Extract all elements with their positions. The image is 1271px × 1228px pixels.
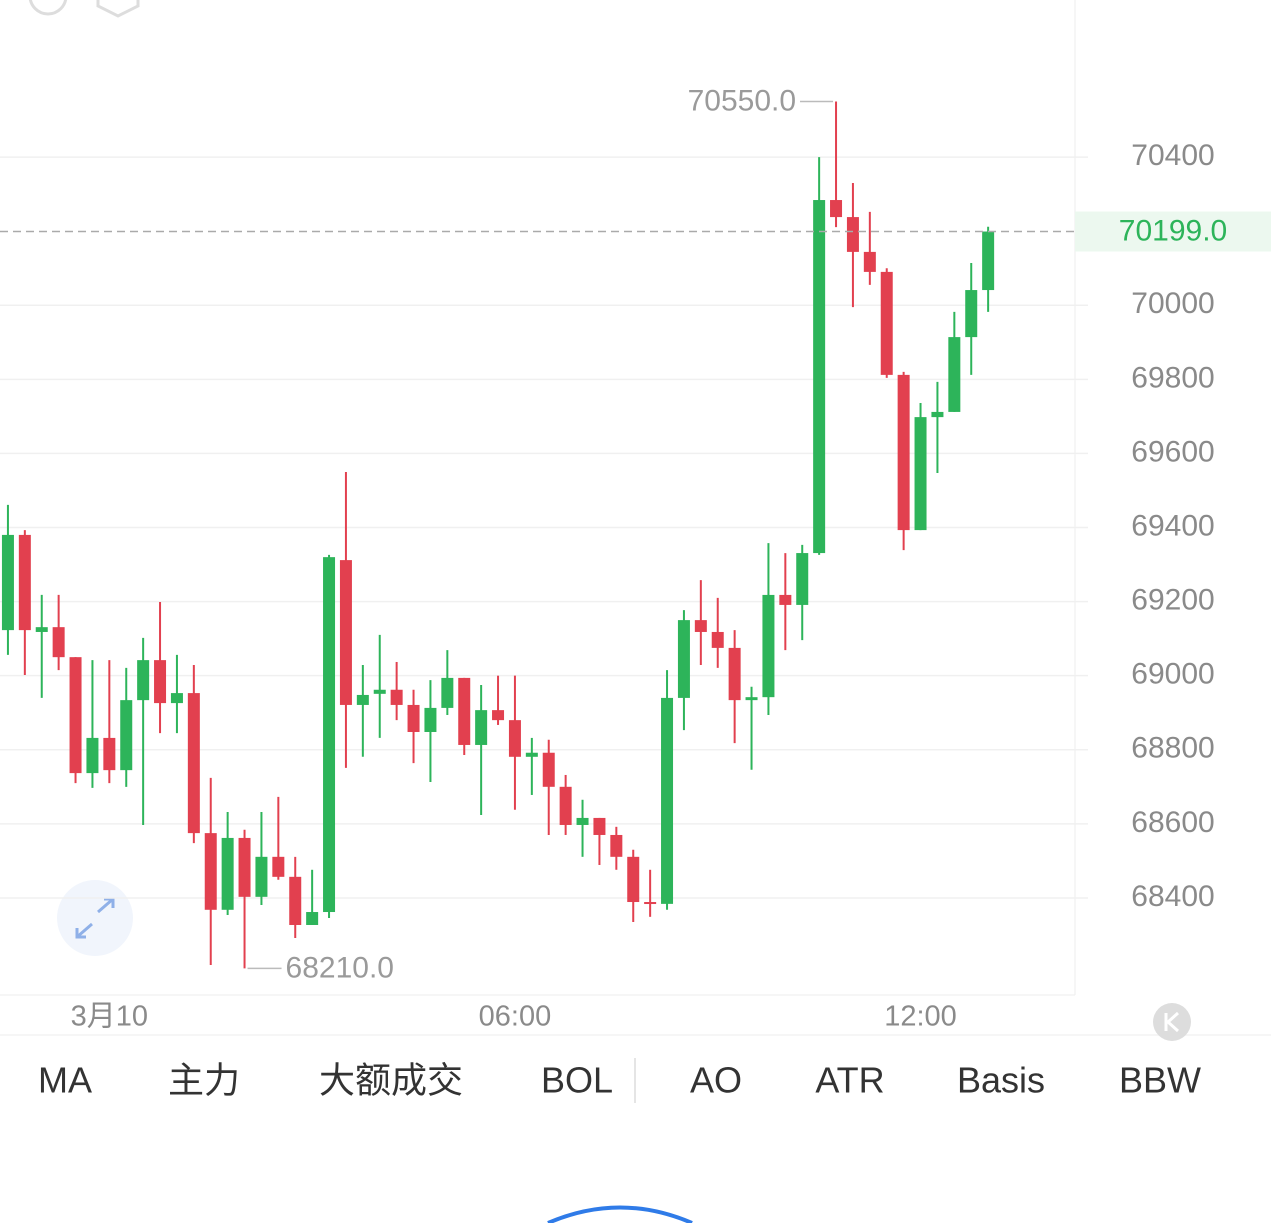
candle-body bbox=[120, 700, 133, 771]
candle-body bbox=[154, 660, 167, 704]
y-tick-label: 68400 bbox=[1131, 880, 1214, 913]
k-icon bbox=[1164, 1011, 1180, 1033]
y-tick-label: 69000 bbox=[1131, 658, 1214, 691]
candle-body bbox=[103, 737, 116, 771]
candle-body bbox=[677, 620, 690, 698]
candle-body bbox=[948, 337, 961, 412]
bottom-button[interactable] bbox=[547, 1205, 693, 1225]
candle-body bbox=[475, 710, 488, 745]
candle-body bbox=[779, 594, 792, 605]
expand-button[interactable] bbox=[57, 880, 133, 956]
candle-body bbox=[255, 856, 268, 897]
x-tick-label: 12:00 bbox=[884, 1001, 957, 1033]
candle-body bbox=[711, 631, 724, 648]
top-icon[interactable] bbox=[28, 0, 68, 16]
candle-body bbox=[830, 200, 843, 218]
candle-body bbox=[661, 697, 674, 904]
candle-body bbox=[762, 594, 775, 698]
settings-icon[interactable] bbox=[96, 0, 140, 18]
candle-body bbox=[187, 693, 200, 834]
candle-body bbox=[897, 374, 910, 531]
candle-body bbox=[931, 411, 944, 418]
candle-body bbox=[272, 856, 285, 877]
candle-body bbox=[204, 833, 217, 910]
candle-body bbox=[492, 710, 505, 721]
indicator-tab[interactable]: AO bbox=[690, 1060, 742, 1101]
candle-body bbox=[86, 737, 99, 774]
candle-body bbox=[306, 912, 319, 925]
candle-body bbox=[576, 817, 589, 825]
indicator-tab[interactable]: MA bbox=[38, 1060, 92, 1101]
k-bg bbox=[1153, 1003, 1191, 1041]
candle-body bbox=[813, 200, 826, 554]
x-tick-label: 3月10 bbox=[71, 1001, 148, 1033]
max-marker-label: 70550.0 bbox=[688, 84, 796, 117]
candle-body bbox=[441, 677, 454, 708]
candle-body bbox=[559, 786, 572, 825]
candle-body bbox=[407, 704, 420, 732]
y-tick-label: 70400 bbox=[1131, 139, 1214, 172]
y-tick-label: 69600 bbox=[1131, 435, 1214, 468]
last-price-tag bbox=[1075, 211, 1271, 252]
expand-bg bbox=[57, 880, 133, 956]
candle-body bbox=[694, 620, 707, 632]
candle-body bbox=[982, 231, 995, 291]
indicator-tab[interactable]: 大额成交 bbox=[319, 1060, 463, 1101]
candle-body bbox=[846, 217, 859, 252]
candle-body bbox=[1, 534, 14, 631]
indicator-tab[interactable]: ATR bbox=[815, 1060, 884, 1101]
candle-body bbox=[35, 627, 48, 632]
candle-body bbox=[965, 290, 978, 338]
candle-body bbox=[356, 694, 369, 705]
candle-body bbox=[525, 752, 538, 757]
indicator-tab[interactable]: BBW bbox=[1119, 1060, 1201, 1101]
candle-body bbox=[221, 837, 234, 910]
y-tick-label: 69400 bbox=[1131, 509, 1214, 542]
candle-body bbox=[796, 553, 809, 605]
x-tick-label: 06:00 bbox=[479, 1001, 552, 1033]
y-tick-label: 68800 bbox=[1131, 732, 1214, 765]
indicator-tab[interactable]: Basis bbox=[957, 1060, 1045, 1101]
candle-body bbox=[18, 534, 31, 631]
candle-body bbox=[458, 677, 471, 745]
min-marker-label: 68210.0 bbox=[286, 951, 394, 984]
candle-body bbox=[644, 902, 657, 905]
candle-body bbox=[508, 720, 521, 757]
candle-body bbox=[238, 837, 251, 897]
indicator-tab[interactable]: 主力 bbox=[168, 1060, 240, 1101]
candle-body bbox=[52, 627, 65, 658]
y-tick-label: 69200 bbox=[1131, 584, 1214, 617]
candle-body bbox=[289, 876, 302, 925]
k-button[interactable] bbox=[1153, 1003, 1191, 1041]
expand-icon bbox=[75, 897, 115, 939]
y-tick-label: 68600 bbox=[1131, 806, 1214, 839]
indicator-tab[interactable]: BOL bbox=[541, 1060, 613, 1101]
last-price-label: 70199.0 bbox=[1119, 214, 1227, 247]
candle-body bbox=[542, 752, 555, 787]
candle-body bbox=[610, 834, 623, 857]
candle-body bbox=[339, 560, 352, 705]
candle-body bbox=[137, 660, 150, 701]
candle-body bbox=[728, 647, 741, 701]
candle-body bbox=[170, 693, 183, 704]
candle-body bbox=[593, 817, 606, 835]
candle-body bbox=[323, 557, 336, 913]
candle-body bbox=[914, 417, 927, 531]
candle-body bbox=[745, 697, 758, 701]
candle-body bbox=[880, 271, 893, 375]
candle-body bbox=[69, 657, 82, 774]
candle-body bbox=[390, 689, 403, 705]
y-tick-label: 69800 bbox=[1131, 361, 1214, 394]
candle-body bbox=[373, 689, 386, 694]
candle-body bbox=[863, 251, 876, 272]
candle-body bbox=[627, 856, 640, 903]
candle-body bbox=[424, 707, 437, 732]
y-tick-label: 70000 bbox=[1131, 287, 1214, 320]
